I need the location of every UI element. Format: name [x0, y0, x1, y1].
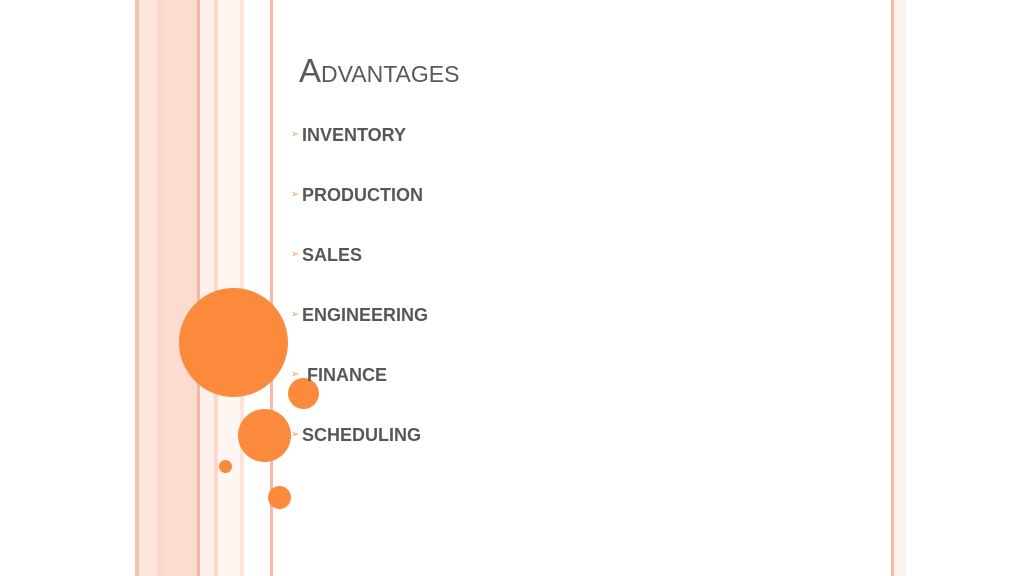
bullet-item-sales: ➢ SALES	[291, 242, 428, 302]
decorative-circle-small	[268, 486, 291, 509]
arrowhead-icon: ➢	[291, 429, 300, 440]
decorative-stripe	[135, 0, 139, 576]
bullet-item-finance: ➢ FINANCE	[291, 362, 428, 422]
decorative-stripe	[894, 0, 906, 576]
decorative-stripe	[163, 0, 197, 576]
bullet-label: PRODUCTION	[302, 185, 423, 205]
decorative-stripe	[157, 0, 163, 576]
slide-title: Advantages	[299, 52, 460, 89]
decorative-stripe	[139, 0, 157, 576]
bullet-label: SCHEDULING	[302, 425, 422, 445]
decorative-stripe	[197, 0, 200, 576]
bullet-label: FINANCE	[307, 365, 387, 385]
arrowhead-icon: ➢	[291, 369, 300, 380]
decorative-circle-tiny	[219, 460, 232, 473]
arrowhead-icon: ➢	[291, 129, 300, 140]
arrowhead-icon: ➢	[291, 189, 300, 200]
content-left-border	[270, 0, 273, 576]
decorative-circle-large	[179, 288, 288, 397]
bullet-label: ENGINEERING	[302, 305, 429, 325]
arrowhead-icon: ➢	[291, 309, 300, 320]
bullet-item-scheduling: ➢ SCHEDULING	[291, 422, 428, 482]
arrowhead-icon: ➢	[291, 249, 300, 260]
decorative-stripe	[200, 0, 214, 576]
decorative-circle-small	[288, 378, 319, 409]
bullet-label: SALES	[302, 245, 363, 265]
bullet-item-inventory: ➢ INVENTORY	[291, 122, 428, 182]
decorative-circle-medium	[238, 409, 291, 462]
bullet-item-production: ➢ PRODUCTION	[291, 182, 428, 242]
bullet-item-engineering: ➢ ENGINEERING	[291, 302, 428, 362]
content-right-border	[891, 0, 894, 576]
bullet-label: INVENTORY	[302, 125, 407, 145]
bullet-list: ➢ INVENTORY ➢ PRODUCTION ➢ SALES ➢ ENGIN…	[291, 122, 428, 482]
decorative-stripe	[214, 0, 218, 576]
